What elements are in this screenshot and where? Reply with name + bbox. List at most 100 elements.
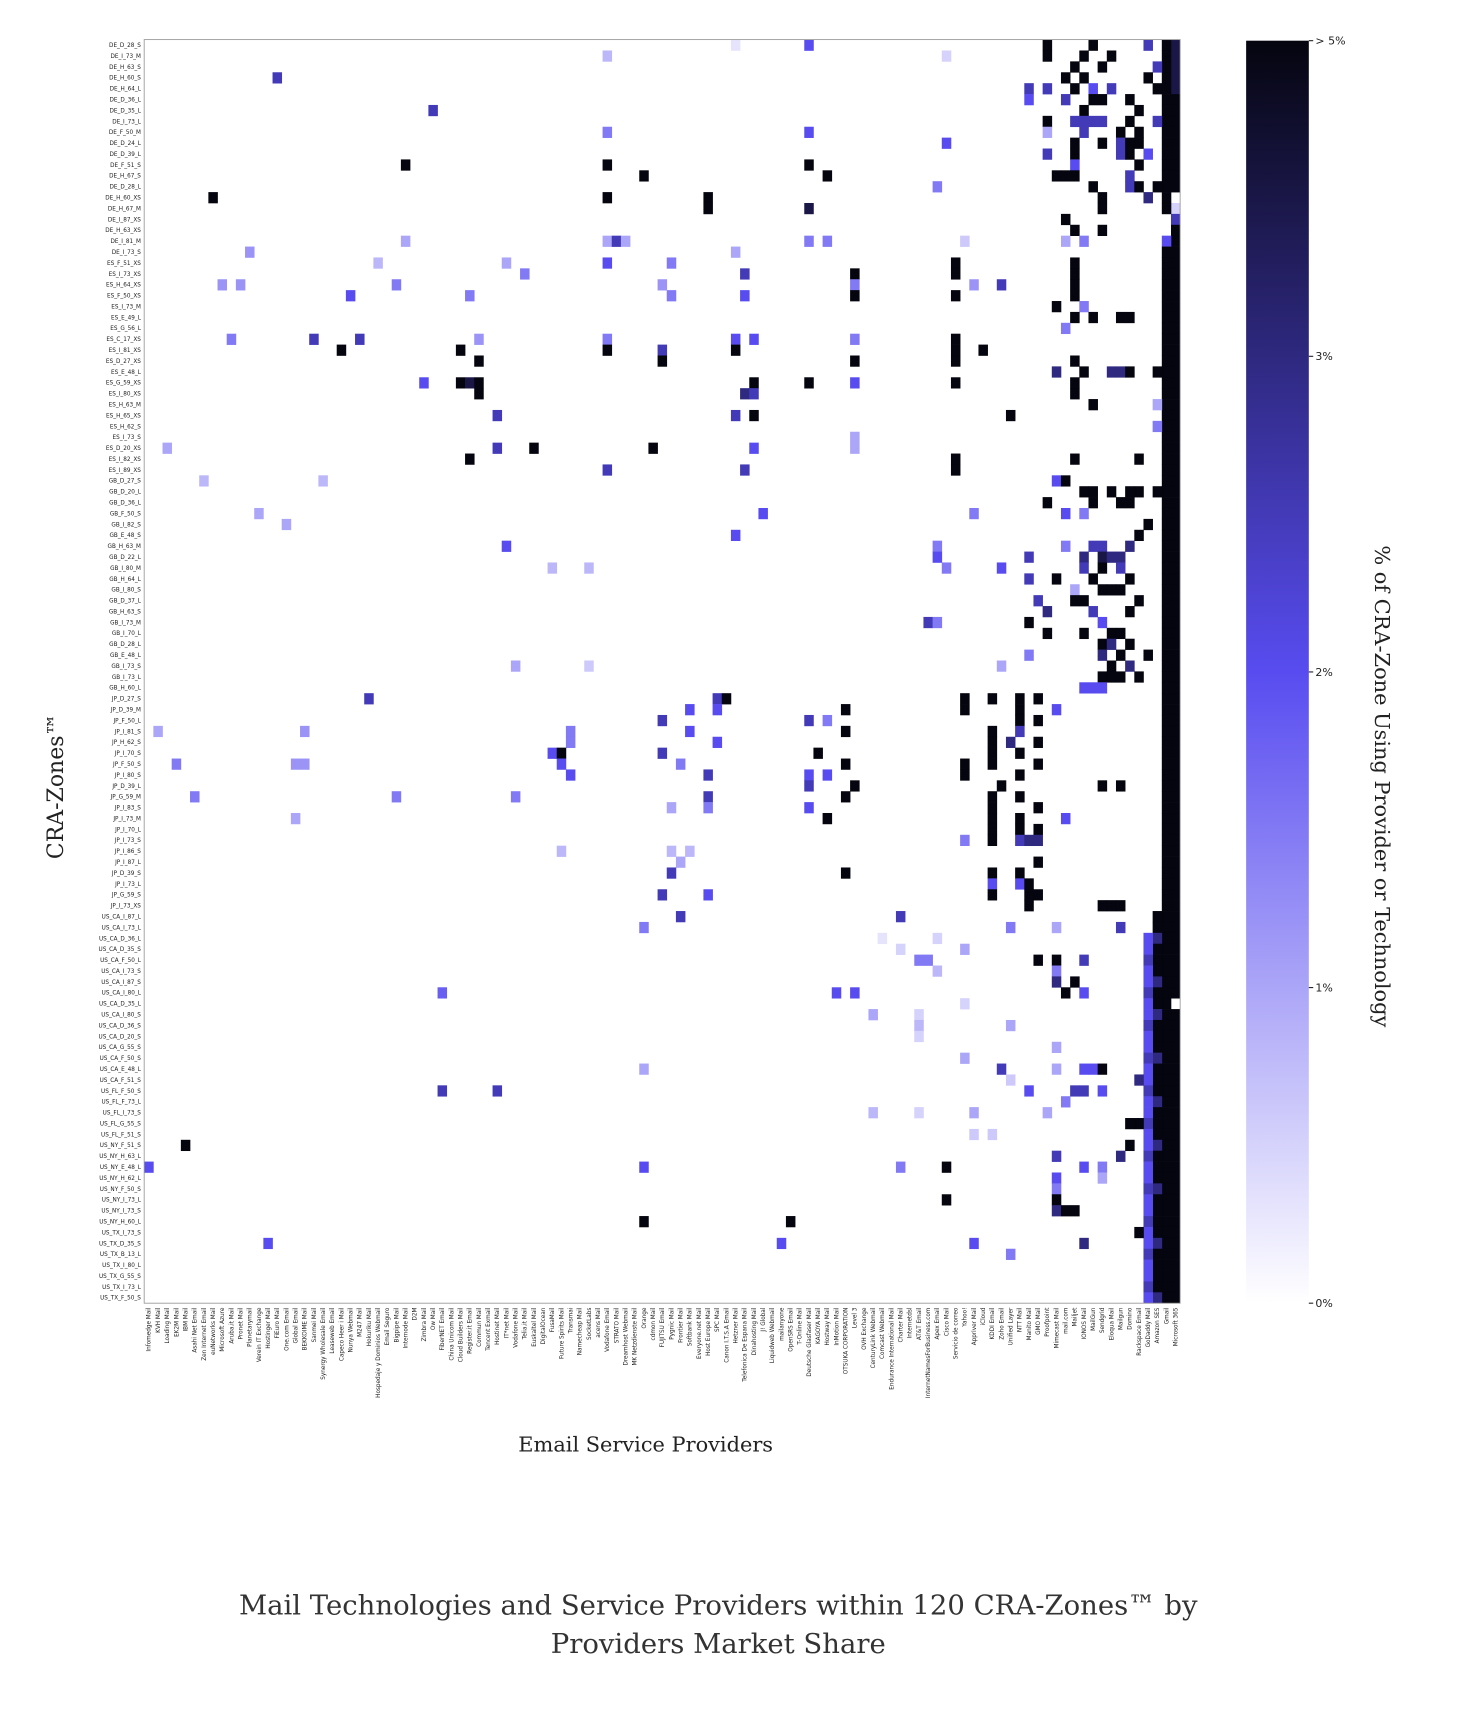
x-tick-label: Register.it Email [468, 1307, 474, 1354]
heatmap-cell [556, 845, 567, 857]
heatmap-cell [1143, 1248, 1153, 1260]
heatmap-cell [914, 1019, 924, 1032]
heatmap-cell [969, 279, 979, 291]
x-tick-label: J! Global [761, 1307, 767, 1332]
heatmap-cell [602, 192, 613, 204]
heatmap-cell [281, 518, 292, 531]
x-tick-label: Infomedge Mail [147, 1307, 153, 1351]
x-tick-label: Bigpipe Mail [394, 1307, 400, 1342]
x-tick-label: acens Mail [596, 1307, 602, 1338]
x-tick-label: Hostway Mail [825, 1307, 831, 1345]
x-tick-label: Future Spirits Mail [559, 1307, 565, 1359]
heatmap-cell [831, 987, 842, 999]
y-tick-label: ES_E_49_L [111, 315, 142, 321]
y-tick-label: GB_H_60_L [109, 686, 141, 692]
heatmap-cell [1051, 475, 1062, 487]
heatmap-cell [1143, 1030, 1153, 1043]
heatmap-cell [1088, 83, 1098, 95]
heatmap-cell [685, 845, 695, 857]
y-tick-label: US_CA_F_50_L [100, 958, 142, 964]
x-tick-label: SocketLabs [587, 1308, 593, 1340]
heatmap-cell [1015, 747, 1025, 759]
y-tick-label: US_CA_D_36_S [99, 1023, 142, 1029]
heatmap-cell [1161, 551, 1172, 563]
heatmap-cell [1161, 1216, 1172, 1228]
heatmap-cell [987, 725, 998, 738]
heatmap-cell [565, 725, 576, 738]
heatmap-cell [1070, 355, 1080, 367]
heatmap-cell [932, 616, 943, 629]
heatmap-cell [455, 344, 466, 356]
heatmap-cell [1170, 507, 1181, 520]
heatmap-cell [1024, 834, 1034, 847]
heatmap-cell [1134, 159, 1144, 171]
x-tick-label: CenturyLink Webmail [871, 1307, 877, 1368]
heatmap-cell [1125, 1139, 1135, 1152]
heatmap-cell [501, 540, 512, 552]
heatmap-cell [730, 344, 741, 356]
y-tick-label: US_NY_I_73_L [102, 1198, 142, 1204]
heatmap-cell [1170, 442, 1181, 454]
heatmap-cell [1115, 627, 1126, 640]
heatmap-cell [1143, 148, 1153, 160]
y-tick-label: JP_F_50_S [112, 762, 141, 768]
heatmap-cell [1161, 747, 1172, 759]
heatmap-cell [1161, 1259, 1172, 1271]
heatmap-cell [474, 377, 484, 389]
y-tick-label: US_CA_I_80_L [102, 991, 142, 997]
heatmap-cell [1161, 290, 1172, 302]
heatmap-cell [1170, 159, 1181, 171]
heatmap-cell [1015, 867, 1025, 879]
x-tick-label: Nunya Webmail [348, 1307, 354, 1352]
x-tick-label: Servicio de correo [954, 1307, 960, 1359]
heatmap-cell [1170, 1118, 1181, 1130]
heatmap-cell [1161, 1118, 1172, 1130]
x-axis-title: Email Service Providers [518, 1433, 773, 1457]
y-tick-label: JP_G_59_M [110, 795, 141, 801]
heatmap-cell [1134, 453, 1144, 465]
colorbar-tick-label: 3% [1315, 350, 1332, 363]
heatmap-cell [1161, 497, 1172, 509]
heatmap-cell [1152, 1085, 1163, 1097]
heatmap-cell [1170, 595, 1181, 607]
heatmap-cell [1170, 94, 1181, 106]
heatmap-cell [1161, 693, 1172, 705]
x-tick-label: EK2M Mail [174, 1307, 180, 1337]
heatmap-cell [1170, 61, 1181, 73]
heatmap-cell [1042, 126, 1053, 138]
x-tick-label: Comcast Webmail [880, 1307, 886, 1359]
heatmap-cell [1170, 388, 1181, 400]
heatmap-cell [685, 725, 695, 738]
heatmap-cell [987, 736, 998, 748]
heatmap-cell [1051, 1205, 1062, 1217]
heatmap-cell [703, 889, 713, 901]
heatmap-cell [1161, 1074, 1172, 1086]
heatmap-cell [1161, 889, 1172, 901]
heatmap-cell [960, 998, 970, 1010]
heatmap-cell [749, 442, 759, 454]
x-tick-label: Aruba.it Mail [229, 1307, 235, 1343]
heatmap-cell [1161, 518, 1172, 531]
heatmap-cell [1024, 649, 1034, 661]
x-tick-label: Transmai [568, 1307, 574, 1334]
heatmap-cell [1161, 442, 1172, 454]
heatmap-cell [1170, 1226, 1181, 1239]
heatmap-cell [1161, 1085, 1172, 1097]
heatmap-cell [1161, 638, 1172, 650]
heatmap-cell [1143, 1063, 1153, 1075]
x-tick-label: Appriver Mail [972, 1307, 978, 1345]
heatmap-cell [1152, 976, 1163, 988]
heatmap-cell [1134, 126, 1144, 138]
heatmap-cell [1143, 649, 1153, 661]
heatmap-cell [1115, 584, 1126, 596]
heatmap-cell [1152, 115, 1163, 128]
heatmap-cell [1170, 420, 1181, 433]
y-tick-label: GB_F_50_S [110, 511, 141, 517]
heatmap-cell [1170, 551, 1181, 563]
y-tick-label: ES_H_62_S [110, 424, 141, 430]
x-tick-label: Endurance International Mail [889, 1307, 895, 1390]
heatmap-cell [1170, 845, 1181, 857]
heatmap-cell [1079, 126, 1089, 138]
x-tick-label: Everyone.net Mail [697, 1307, 703, 1359]
x-tick-label: Tencent Exmail [486, 1307, 492, 1352]
